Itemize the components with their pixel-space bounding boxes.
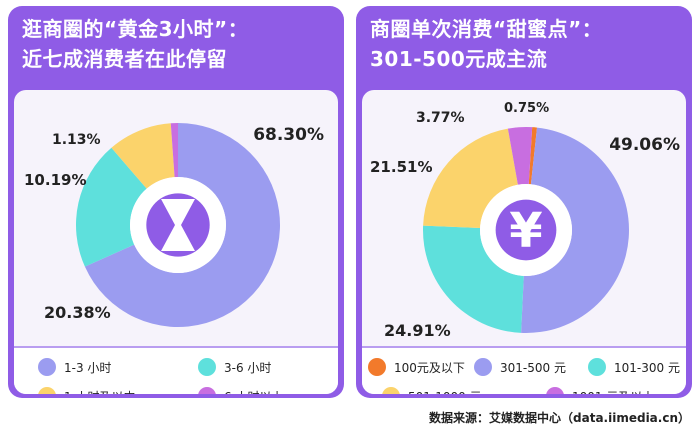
legend-item-1-0: 100元及以下 [368, 358, 465, 376]
right-title-line2: 301-500元成主流 [370, 47, 548, 71]
data-label-1-1: 49.06% [609, 135, 680, 155]
data-label-1-4: 3.77% [416, 110, 465, 126]
center-disc [495, 199, 557, 261]
hourglass-icon [161, 199, 195, 251]
legend-swatch [382, 387, 400, 394]
right-title: 商圈单次消费“甜蜜点”： 301-500元成主流 [370, 14, 684, 74]
legend-label: 1001 元及以上 [572, 388, 654, 395]
right-panel: 商圈单次消费“甜蜜点”： 301-500元成主流 0.75% 49.06% 24.9… [356, 6, 692, 398]
legend-label: 101-300 元 [614, 360, 680, 375]
donut-slice-0-1 [76, 147, 147, 267]
left-chart-card: 68.30% 20.38% 10.19% 1.13% 1-3 小时 3-6 小时 1 小时… [14, 90, 338, 394]
legend-swatch [38, 387, 56, 394]
data-label-1-3: 21.51% [370, 158, 432, 176]
right-title-line1: 商圈单次消费“甜蜜点”： [370, 17, 603, 41]
legend-label: 6 小时以上 [224, 388, 283, 395]
legend-swatch [474, 358, 492, 376]
legend-item-1-4: 1001 元及以上 [546, 387, 654, 394]
legend-label: 501-1000 元 [408, 388, 482, 395]
legend-swatch [38, 358, 56, 376]
legend-item-0-2: 1 小时及以内 [38, 387, 135, 394]
data-label-1-2: 24.91% [384, 321, 451, 340]
legend-item-1-3: 501-1000 元 [382, 387, 482, 394]
left-title-line2: 近七成消费者在此停留 [22, 47, 227, 71]
donut-slice-0-3 [170, 123, 178, 178]
legend-label: 1 小时及以内 [64, 388, 135, 395]
data-label-0-1: 20.38% [44, 303, 111, 322]
legend-item-0-1: 3-6 小时 [198, 358, 271, 376]
right-legend: 100元及以下 301-500 元 101-300 元 501-1000 元 1001 … [362, 346, 686, 394]
donut-slice-1-3 [423, 128, 518, 229]
yuan-icon: ¥ [509, 203, 542, 259]
data-label-1-0: 0.75% [504, 101, 549, 116]
legend-swatch [546, 387, 564, 394]
legend-label: 1-3 小时 [64, 360, 112, 375]
right-chart-card: 0.75% 49.06% 24.91% 21.51% 3.77% ¥ 100元及以下 301… [362, 90, 686, 394]
donut-slice-1-0 [528, 127, 538, 185]
data-source: 数据来源：艾媒数据中心（data.iimedia.cn） [429, 411, 690, 425]
left-title-line1: 逛商圈的“黄金3小时”： [22, 17, 249, 41]
donut-slice-0-2 [111, 123, 175, 189]
donut-slice-1-1 [521, 127, 629, 333]
legend-label: 301-500 元 [500, 360, 566, 375]
legend-label: 3-6 小时 [224, 360, 272, 375]
legend-swatch [368, 358, 386, 376]
right-donut-chart: 0.75% 49.06% 24.91% 21.51% 3.77% ¥ [370, 101, 680, 340]
data-label-0-0: 68.30% [253, 125, 324, 145]
legend-item-1-1: 301-500 元 [474, 358, 566, 376]
data-label-0-2: 10.19% [24, 171, 86, 189]
left-title: 逛商圈的“黄金3小时”： 近七成消费者在此停留 [22, 14, 336, 74]
left-donut-chart: 68.30% 20.38% 10.19% 1.13% [24, 123, 324, 327]
legend-swatch [198, 387, 216, 394]
left-legend: 1-3 小时 3-6 小时 1 小时及以内 6 小时以上 [14, 346, 338, 394]
legend-label: 100元及以下 [394, 360, 465, 375]
data-label-0-3: 1.13% [52, 132, 101, 148]
legend-swatch [198, 358, 216, 376]
legend-item-0-3: 6 小时以上 [198, 387, 283, 394]
left-panel: 逛商圈的“黄金3小时”： 近七成消费者在此停留 68.30% 20.38% 10.1… [8, 6, 344, 398]
legend-swatch [588, 358, 606, 376]
legend-item-0-0: 1-3 小时 [38, 358, 111, 376]
donut-slice-1-4 [507, 127, 533, 185]
legend-item-1-2: 101-300 元 [588, 358, 680, 376]
donut-slice-1-2 [423, 225, 524, 333]
donut-slice-0-0 [84, 123, 280, 327]
